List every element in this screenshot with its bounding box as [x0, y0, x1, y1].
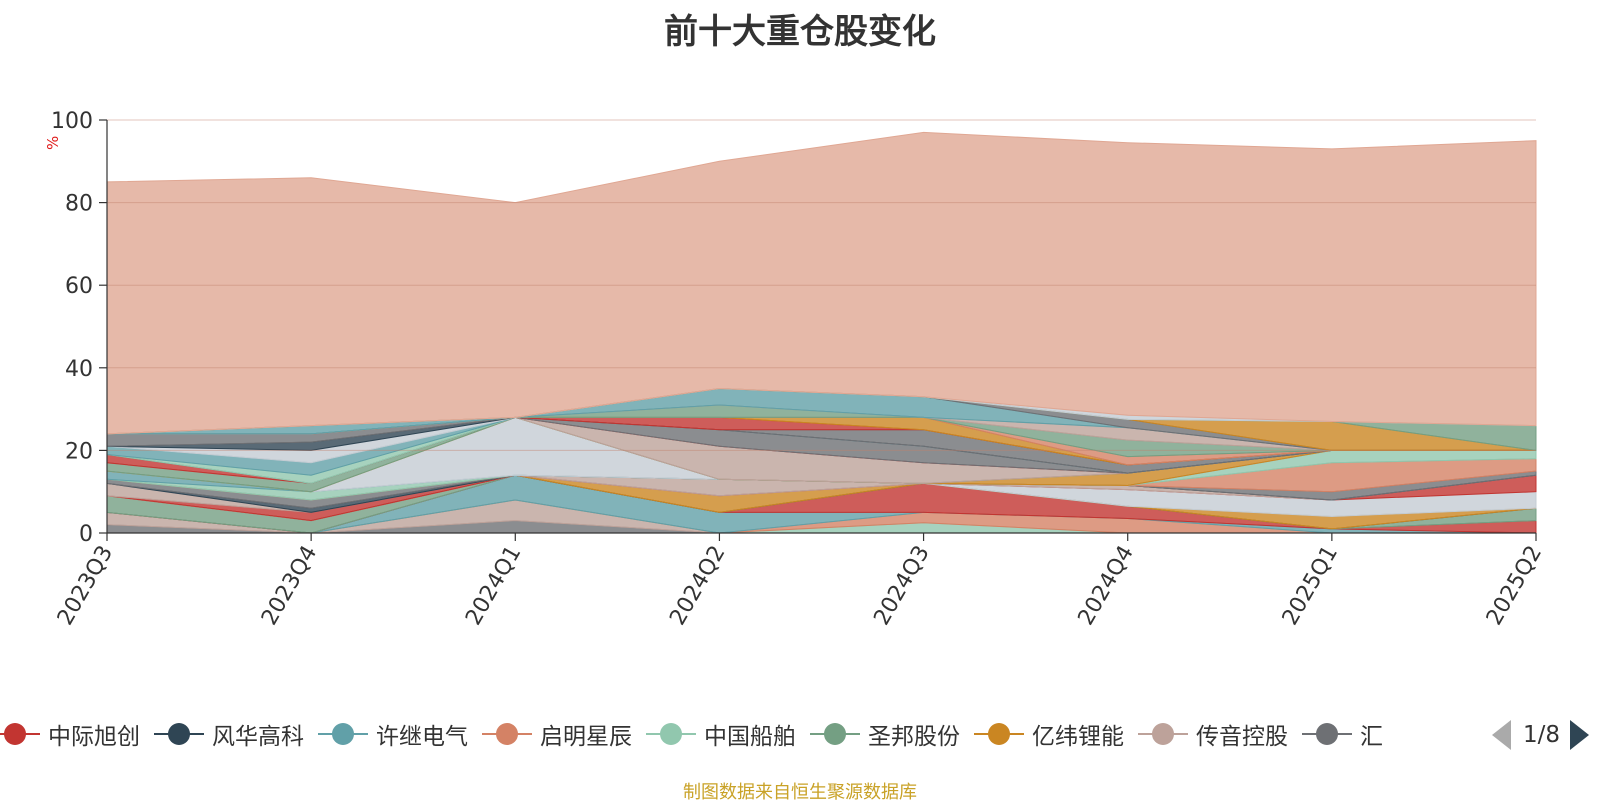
y-tick-label: 40: [65, 357, 93, 382]
legend-label: 传音控股: [1196, 724, 1288, 750]
legend-prev-page-icon[interactable]: [1492, 720, 1511, 750]
legend-item[interactable]: 许继电气: [318, 716, 468, 752]
x-tick-label: 2024Q1: [461, 542, 526, 630]
legend-item[interactable]: 风华高科: [154, 716, 304, 752]
legend-item[interactable]: 中国船舶: [646, 716, 796, 752]
legend-label: 汇: [1360, 724, 1383, 750]
x-tick-label: 2025Q2: [1482, 542, 1547, 630]
y-tick-label: 60: [65, 274, 93, 299]
legend-marker-icon: [1138, 721, 1188, 747]
legend-item[interactable]: 传音控股: [1138, 716, 1288, 752]
legend-item[interactable]: 中际旭创: [0, 716, 140, 752]
x-tick-label: 2024Q4: [1074, 542, 1139, 630]
y-tick-label: 0: [79, 522, 93, 547]
data-source-note: 制图数据来自恒生聚源数据库: [683, 782, 917, 803]
legend-label: 启明星辰: [540, 724, 632, 750]
legend-marker-icon: [482, 721, 532, 747]
area-series-group: [106, 131, 1537, 534]
legend-marker-icon: [646, 721, 696, 747]
legend-next-page-icon[interactable]: [1570, 720, 1590, 750]
legend-label: 中际旭创: [48, 724, 140, 750]
legend-label: 许继电气: [376, 724, 468, 750]
y-tick-label: 80: [65, 192, 93, 217]
legend-marker-icon: [0, 721, 40, 747]
legend-marker-icon: [1302, 721, 1352, 747]
legend-label: 亿纬锂能: [1032, 724, 1124, 750]
legend-label: 风华高科: [212, 724, 304, 750]
legend-pager: 1/8: [1492, 718, 1600, 752]
x-tick-label: 2025Q1: [1278, 542, 1343, 630]
legend-marker-icon: [318, 721, 368, 747]
x-tick-label: 2023Q3: [53, 542, 118, 630]
legend-item[interactable]: 启明星辰: [482, 716, 632, 752]
legend-item[interactable]: 圣邦股份: [810, 716, 960, 752]
chart-title: 前十大重仓股变化: [664, 12, 936, 52]
x-tick-label: 2023Q4: [257, 542, 322, 630]
legend-label: 中国船舶: [704, 724, 796, 750]
legend-marker-icon: [154, 721, 204, 747]
x-tick-label: 2024Q2: [665, 542, 730, 630]
legend-label: 圣邦股份: [868, 724, 960, 750]
x-tick-label: 2024Q3: [869, 542, 934, 630]
legend-page-indicator: 1/8: [1523, 722, 1561, 748]
grid-lines: [107, 119, 1536, 451]
y-tick-label: 20: [65, 439, 93, 464]
area-series-39: [106, 131, 1537, 435]
legend-marker-icon: [974, 721, 1024, 747]
y-tick-label: 100: [51, 109, 93, 134]
legend-item[interactable]: 汇: [1302, 716, 1383, 752]
legend-marker-icon: [810, 721, 860, 747]
legend: 中际旭创 风华高科 许继电气 启明星辰 中国船舶 圣邦股份 亿纬锂能 传音控股 汇: [0, 716, 1474, 752]
legend-item[interactable]: 亿纬锂能: [974, 716, 1124, 752]
